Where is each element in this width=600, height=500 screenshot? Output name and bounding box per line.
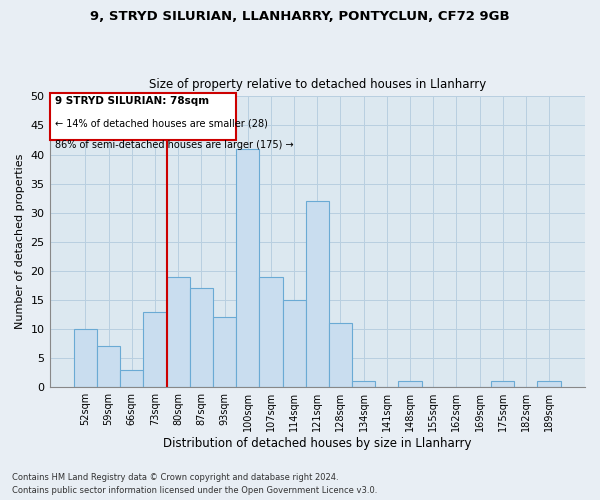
- Bar: [97, 346, 120, 387]
- Bar: [236, 148, 259, 387]
- Bar: [283, 300, 305, 387]
- Bar: [74, 329, 97, 387]
- Bar: [305, 201, 329, 387]
- Bar: [190, 288, 213, 387]
- Text: Contains HM Land Registry data © Crown copyright and database right 2024.
Contai: Contains HM Land Registry data © Crown c…: [12, 474, 377, 495]
- Bar: [352, 382, 375, 387]
- Bar: [167, 276, 190, 387]
- Title: Size of property relative to detached houses in Llanharry: Size of property relative to detached ho…: [149, 78, 486, 91]
- Bar: [120, 370, 143, 387]
- Text: 9 STRYD SILURIAN: 78sqm: 9 STRYD SILURIAN: 78sqm: [55, 96, 209, 106]
- Bar: [491, 382, 514, 387]
- Bar: [213, 318, 236, 387]
- Bar: [538, 382, 560, 387]
- Bar: [143, 312, 167, 387]
- Bar: [398, 382, 422, 387]
- Text: 9, STRYD SILURIAN, LLANHARRY, PONTYCLUN, CF72 9GB: 9, STRYD SILURIAN, LLANHARRY, PONTYCLUN,…: [90, 10, 510, 23]
- FancyBboxPatch shape: [50, 94, 236, 140]
- Text: 86% of semi-detached houses are larger (175) →: 86% of semi-detached houses are larger (…: [55, 140, 293, 150]
- Bar: [329, 323, 352, 387]
- Text: ← 14% of detached houses are smaller (28): ← 14% of detached houses are smaller (28…: [55, 118, 268, 128]
- X-axis label: Distribution of detached houses by size in Llanharry: Distribution of detached houses by size …: [163, 437, 472, 450]
- Bar: [259, 276, 283, 387]
- Y-axis label: Number of detached properties: Number of detached properties: [15, 154, 25, 330]
